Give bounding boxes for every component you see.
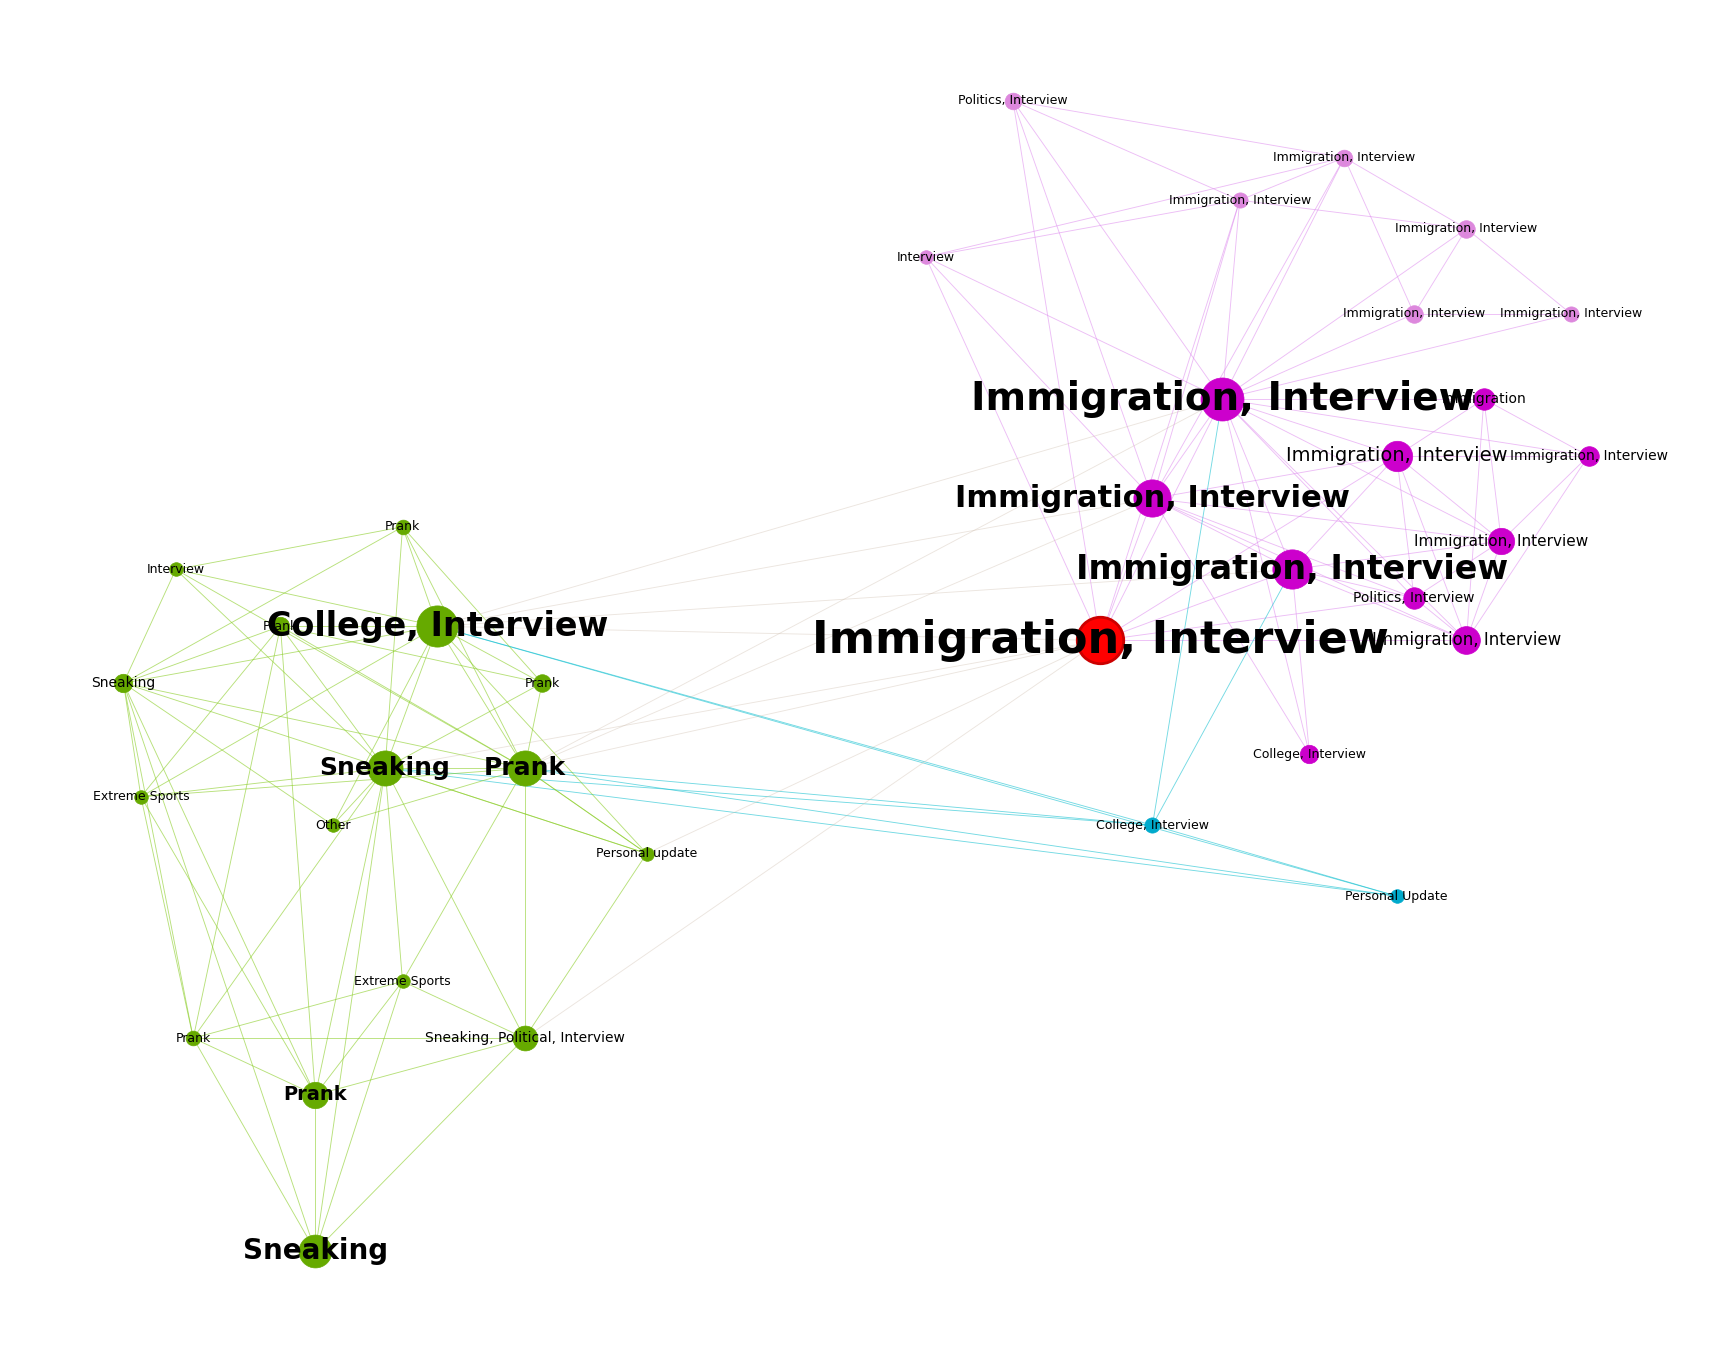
Point xyxy=(1575,445,1602,466)
Text: Personal update: Personal update xyxy=(596,848,697,860)
Text: Prank: Prank xyxy=(385,521,419,534)
Text: Immigration, Interview: Immigration, Interview xyxy=(1395,222,1537,235)
Text: College, Interview: College, Interview xyxy=(1253,748,1366,761)
Text: Immigration, Interview: Immigration, Interview xyxy=(1342,307,1486,320)
Point xyxy=(1453,218,1481,239)
Text: Prank: Prank xyxy=(284,1086,348,1105)
Text: Immigration, Interview: Immigration, Interview xyxy=(1414,534,1589,549)
Text: College, Interview: College, Interview xyxy=(1096,818,1209,831)
Point xyxy=(1209,388,1236,410)
Point xyxy=(389,516,416,538)
Text: Interview: Interview xyxy=(897,250,955,264)
Point xyxy=(1226,189,1253,211)
Text: Immigration, Interview: Immigration, Interview xyxy=(811,619,1388,662)
Text: Prank: Prank xyxy=(524,676,560,690)
Text: Interview: Interview xyxy=(147,562,205,576)
Point xyxy=(1471,388,1498,410)
Text: Sneaking: Sneaking xyxy=(91,676,156,690)
Text: Sneaking: Sneaking xyxy=(320,756,450,780)
Point xyxy=(301,1240,329,1261)
Point xyxy=(423,615,450,637)
Text: Immigration, Interview: Immigration, Interview xyxy=(1169,193,1311,207)
Text: Sneaking, Political, Interview: Sneaking, Political, Interview xyxy=(425,1032,625,1045)
Text: Prank: Prank xyxy=(176,1032,211,1045)
Point xyxy=(372,757,399,779)
Point xyxy=(1296,744,1323,765)
Point xyxy=(267,615,294,637)
Point xyxy=(180,1028,207,1049)
Point xyxy=(110,672,137,694)
Text: Immigration, Interview: Immigration, Interview xyxy=(1500,307,1642,320)
Text: Prank: Prank xyxy=(264,619,298,633)
Text: Immigration, Interview: Immigration, Interview xyxy=(1274,151,1416,164)
Point xyxy=(1488,530,1515,552)
Text: Immigration, Interview: Immigration, Interview xyxy=(1510,449,1667,462)
Text: Other: Other xyxy=(315,818,351,831)
Text: College, Interview: College, Interview xyxy=(267,610,608,642)
Point xyxy=(318,814,346,836)
Point xyxy=(301,1084,329,1106)
Point xyxy=(633,842,661,864)
Point xyxy=(1279,558,1306,580)
Point xyxy=(1400,303,1428,324)
Point xyxy=(1453,630,1481,652)
Text: Prank: Prank xyxy=(483,756,565,780)
Text: Extreme Sports: Extreme Sports xyxy=(92,790,190,803)
Point xyxy=(1400,587,1428,608)
Point xyxy=(912,246,940,268)
Point xyxy=(1558,303,1585,324)
Text: Immigration, Interview: Immigration, Interview xyxy=(971,380,1474,418)
Text: Sneaking: Sneaking xyxy=(243,1237,389,1265)
Point xyxy=(1383,886,1411,907)
Point xyxy=(1087,630,1115,652)
Text: Politics, Interview: Politics, Interview xyxy=(959,95,1068,107)
Point xyxy=(127,786,154,807)
Point xyxy=(163,558,190,580)
Text: Immigration, Interview: Immigration, Interview xyxy=(1286,446,1508,465)
Point xyxy=(1000,91,1027,112)
Text: Immigration: Immigration xyxy=(1442,392,1527,406)
Text: Immigration, Interview: Immigration, Interview xyxy=(1075,553,1508,585)
Point xyxy=(1330,147,1358,169)
Text: Immigration, Interview: Immigration, Interview xyxy=(1371,631,1561,649)
Text: Extreme Sports: Extreme Sports xyxy=(354,975,450,988)
Point xyxy=(1138,814,1166,836)
Text: Politics, Interview: Politics, Interview xyxy=(1354,591,1474,604)
Point xyxy=(389,971,416,992)
Text: Immigration, Interview: Immigration, Interview xyxy=(955,484,1351,512)
Point xyxy=(529,672,556,694)
Point xyxy=(1138,488,1166,510)
Text: Personal Update: Personal Update xyxy=(1346,890,1448,903)
Point xyxy=(510,757,538,779)
Point xyxy=(1383,445,1411,466)
Point xyxy=(510,1028,538,1049)
